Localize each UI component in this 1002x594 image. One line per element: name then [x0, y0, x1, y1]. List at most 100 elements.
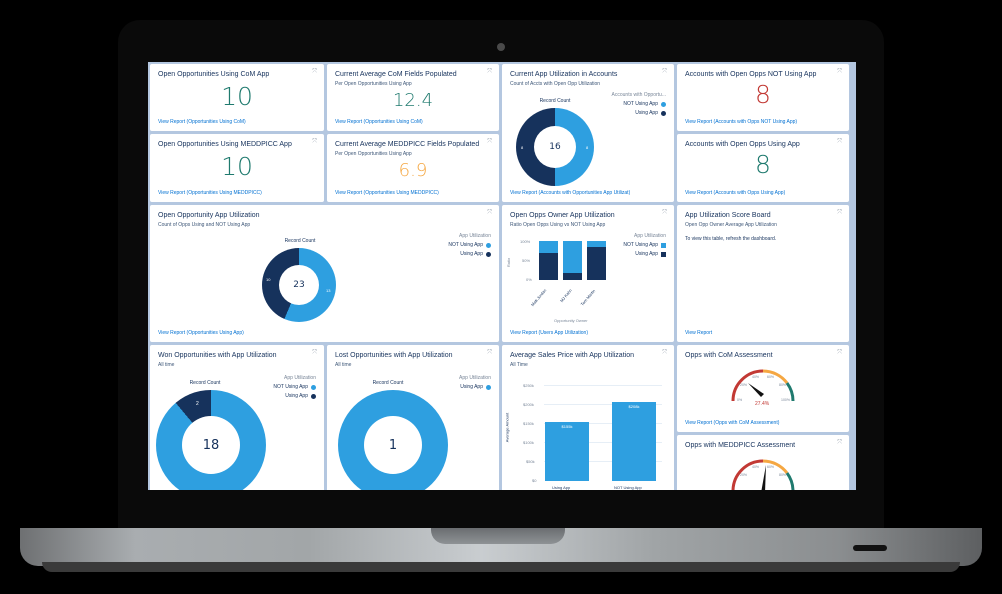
- donut-chart[interactable]: 16 8 8: [516, 108, 594, 186]
- segment-label: 13: [326, 288, 331, 293]
- legend-item[interactable]: NOT Using App: [273, 384, 316, 390]
- bar-using-app[interactable]: $155k: [545, 422, 589, 481]
- expand-icon[interactable]: ⤧: [662, 350, 667, 356]
- y-tick: 50%: [522, 258, 531, 263]
- card-subtitle: All Time: [510, 362, 528, 368]
- expand-icon[interactable]: ⤧: [662, 69, 667, 75]
- view-report-link[interactable]: View Report: [685, 330, 713, 336]
- expand-icon[interactable]: ⤧: [837, 139, 842, 145]
- expand-icon[interactable]: ⤧: [487, 350, 492, 356]
- gauge-value: 27.4%: [755, 401, 770, 407]
- expand-icon[interactable]: ⤧: [487, 139, 492, 145]
- y-tick: 100%: [520, 239, 531, 244]
- card-title: Open Opps Owner App Utilization: [510, 212, 615, 219]
- legend-label: Using App: [460, 384, 483, 390]
- view-report-link[interactable]: View Report (Accounts with Opportunities…: [510, 190, 631, 196]
- view-report-link[interactable]: View Report (Opportunities Using CoM): [335, 119, 423, 125]
- card-subtitle: All time: [335, 362, 352, 368]
- legend-label: NOT Using App: [273, 384, 308, 390]
- legend-item[interactable]: Using App: [623, 251, 666, 257]
- card-avg-price: Average Sales Price with App Utilization…: [502, 345, 674, 490]
- gauge-chart[interactable]: [728, 363, 798, 407]
- expand-icon[interactable]: ⤧: [662, 210, 667, 216]
- y-tick: $100k: [523, 440, 534, 445]
- y-tick: $50k: [526, 459, 535, 464]
- gauge-tick: 40%: [752, 375, 760, 379]
- card-subtitle: Ratio Open Opps Using vs NOT Using App: [510, 222, 606, 228]
- legend-item[interactable]: Using App: [459, 384, 491, 390]
- gridline: [544, 423, 662, 424]
- card-scoreboard: App Utilization Score Board Open Opp Own…: [677, 205, 849, 342]
- expand-icon[interactable]: ⤧: [837, 210, 842, 216]
- donut-center-total: 1: [364, 416, 422, 474]
- legend-item[interactable]: NOT Using App: [612, 101, 666, 107]
- expand-icon[interactable]: ⤧: [312, 139, 317, 145]
- card-title: Current App Utilization in Accounts: [510, 71, 618, 78]
- legend-swatch: [486, 251, 491, 257]
- legend-swatch: [311, 384, 316, 390]
- view-report-link[interactable]: View Report (Accounts with Opps Using Ap…: [685, 190, 786, 196]
- card-subtitle: Per Open Opportunities Using App: [335, 151, 412, 157]
- gauge-tick: 80%: [779, 473, 787, 477]
- metric-value: 10: [221, 152, 253, 181]
- legend-item[interactable]: Using App: [273, 393, 316, 399]
- donut-chart[interactable]: 18 16 2: [156, 390, 266, 490]
- record-count-label: Record Count: [284, 238, 316, 244]
- bar-not-using-app[interactable]: $208k: [612, 402, 656, 481]
- card-title: Opps with MEDDPICC Assessment: [685, 442, 796, 449]
- expand-icon[interactable]: ⤧: [487, 210, 492, 216]
- legend-item[interactable]: NOT Using App: [448, 242, 491, 248]
- donut-chart[interactable]: 1 1: [338, 390, 448, 490]
- dashboard-screen: Open Opportunities Using CoM App ⤧ 10 Vi…: [148, 62, 856, 490]
- legend-label: Using App: [635, 251, 658, 257]
- legend-title: App Utilization: [459, 375, 491, 381]
- legend-item[interactable]: NOT Using App: [623, 242, 666, 248]
- legend-swatch: [661, 101, 666, 107]
- bar-matt-jordan[interactable]: [539, 241, 558, 280]
- gridline: [544, 461, 662, 462]
- bar-mj-kahn[interactable]: [563, 241, 582, 280]
- legend-item[interactable]: Using App: [448, 251, 491, 257]
- laptop-base-bottom: [42, 562, 960, 572]
- card-title: Won Opportunities with App Utilization: [158, 352, 277, 359]
- expand-icon[interactable]: ⤧: [837, 69, 842, 75]
- view-report-link[interactable]: View Report (Opportunities Using App): [158, 330, 244, 336]
- card-title: App Utilization Score Board: [685, 212, 771, 219]
- legend-title: App Utilization: [634, 233, 666, 239]
- card-title: Lost Opportunities with App Utilization: [335, 352, 453, 359]
- legend-swatch: [486, 384, 491, 390]
- segment-label: 8: [521, 145, 524, 150]
- legend-swatch: [311, 393, 316, 399]
- view-report-link[interactable]: View Report (Opportunities Using MEDDPIC…: [335, 190, 439, 196]
- legend-swatch: [661, 251, 666, 257]
- view-report-link[interactable]: View Report (Users App Utilization): [510, 330, 588, 336]
- expand-icon[interactable]: ⤧: [312, 69, 317, 75]
- gauge-chart[interactable]: [728, 453, 798, 490]
- card-acct-using: Accounts with Open Opps Using App ⤧ 8 Vi…: [677, 134, 849, 202]
- legend-label: Using App: [635, 110, 658, 116]
- card-owner-util: Open Opps Owner App Utilization Ratio Op…: [502, 205, 674, 342]
- chart-legend: Accounts with Opportu... NOT Using App U…: [612, 92, 666, 119]
- view-report-link[interactable]: View Report (Accounts with Opps NOT Usin…: [685, 119, 798, 125]
- view-report-link[interactable]: View Report (Opps with CoM Assessment): [685, 420, 780, 426]
- card-title: Open Opportunities Using MEDDPICC App: [158, 141, 292, 148]
- legend-item[interactable]: Using App: [612, 110, 666, 116]
- expand-icon[interactable]: ⤧: [837, 440, 842, 446]
- expand-icon[interactable]: ⤧: [837, 350, 842, 356]
- card-open-meddpicc: Open Opportunities Using MEDDPICC App ⤧ …: [150, 134, 324, 202]
- segment-label: 10: [266, 277, 271, 282]
- x-tick: Tom Martin: [579, 288, 597, 307]
- view-report-link[interactable]: View Report (Opportunities Using CoM): [158, 119, 246, 125]
- legend-swatch: [486, 242, 491, 248]
- bar-tom-martin[interactable]: [587, 241, 606, 280]
- view-report-link[interactable]: View Report (Opportunities Using MEDDPIC…: [158, 190, 262, 196]
- x-tick: Matt Jordan: [529, 287, 548, 308]
- gauge-tick: 60%: [767, 375, 775, 379]
- donut-chart[interactable]: 23 13 10: [262, 248, 336, 322]
- expand-icon[interactable]: ⤧: [487, 69, 492, 75]
- expand-icon[interactable]: ⤧: [312, 350, 317, 356]
- legend-swatch: [661, 110, 666, 116]
- card-subtitle: Count of Opps Using and NOT Using App: [158, 222, 251, 228]
- chart-legend: App Utilization Using App: [459, 375, 491, 393]
